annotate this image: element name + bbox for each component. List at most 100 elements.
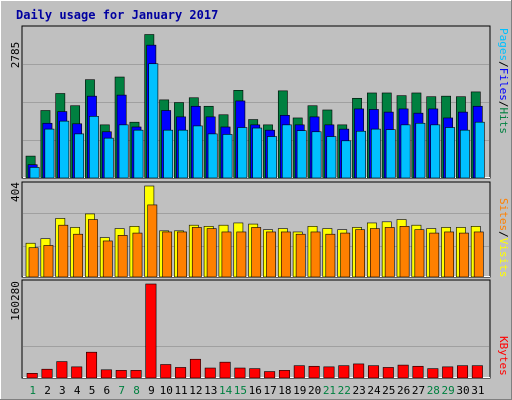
- legend-visits: Visits: [497, 238, 510, 278]
- bar-sites-30: [459, 232, 469, 278]
- bar-pages-28: [430, 124, 441, 179]
- x-label-day-9: 9: [148, 384, 155, 397]
- legend-pages: Pages: [497, 28, 510, 61]
- legend-sep-1: /: [497, 61, 510, 68]
- bar-sites-7: [117, 235, 128, 278]
- legend-files: Files: [497, 68, 510, 101]
- bar-kbytes-22: [338, 365, 350, 379]
- bar-pages-26: [400, 124, 411, 179]
- bar-pages-27: [415, 122, 426, 179]
- bar-pages-5: [89, 116, 99, 179]
- bar-sites-3: [58, 224, 69, 278]
- bar-sites-11: [177, 231, 187, 278]
- bar-kbytes-24: [367, 365, 379, 379]
- bar-kbytes-7: [115, 370, 127, 379]
- bar-pages-14: [222, 134, 233, 179]
- x-axis-labels: 1 2 3 4 5 6 7 8 9 10 11 12 13 14 15 16 17 18 19 20 21 22 23 24 2…: [29, 384, 484, 397]
- bar-kbytes-3: [56, 361, 68, 379]
- bar-kbytes-4: [71, 366, 83, 379]
- x-label-day-3: 3: [59, 384, 66, 397]
- bar-sites-13: [206, 228, 217, 278]
- x-label-day-4: 4: [74, 384, 81, 397]
- bar-pages-15: [237, 127, 248, 179]
- chart-bars: [25, 34, 485, 379]
- bar-pages-16: [252, 127, 263, 179]
- bar-kbytes-14: [219, 361, 231, 379]
- bar-sites-5: [88, 219, 98, 278]
- bar-sites-16: [251, 227, 262, 278]
- bar-pages-6: [103, 137, 114, 179]
- bar-kbytes-11: [175, 367, 187, 379]
- x-label-day-22: 22: [338, 384, 351, 397]
- bar-pages-4: [74, 133, 85, 179]
- bar-kbytes-20: [308, 365, 320, 379]
- bar-kbytes-8: [130, 370, 142, 379]
- bar-kbytes-12: [189, 358, 201, 379]
- bar-pages-3: [59, 120, 70, 179]
- panel1-ymax-label: 2785: [9, 42, 22, 69]
- x-label-day-12: 12: [189, 384, 202, 397]
- x-label-day-10: 10: [160, 384, 173, 397]
- bar-kbytes-16: [249, 368, 261, 379]
- bar-sites-25: [384, 227, 395, 278]
- bar-sites-2: [43, 245, 54, 278]
- bar-kbytes-5: [86, 351, 98, 379]
- bar-sites-28: [429, 232, 440, 278]
- x-label-day-24: 24: [367, 384, 381, 397]
- bar-pages-23: [356, 130, 366, 179]
- legend-sep-3: /: [497, 231, 510, 238]
- bar-sites-18: [280, 231, 291, 278]
- bar-kbytes-1: [26, 373, 38, 379]
- legend-sep-2: /: [497, 101, 510, 108]
- bar-kbytes-31: [471, 365, 483, 379]
- legend-kbytes: KBytes: [497, 336, 510, 376]
- x-label-day-18: 18: [278, 384, 291, 397]
- bar-pages-31: [474, 121, 485, 179]
- bar-pages-7: [118, 124, 129, 179]
- x-label-day-2: 2: [44, 384, 51, 397]
- bar-pages-10: [163, 129, 174, 179]
- bar-kbytes-13: [204, 367, 216, 379]
- bar-pages-18: [281, 124, 292, 179]
- bar-kbytes-17: [264, 371, 276, 379]
- bar-sites-4: [73, 233, 84, 278]
- x-label-day-25: 25: [382, 384, 395, 397]
- x-label-day-14: 14: [219, 384, 233, 397]
- bar-kbytes-27: [412, 365, 424, 379]
- bar-pages-20: [311, 131, 322, 179]
- bar-sites-31: [473, 231, 484, 278]
- bar-sites-24: [369, 228, 380, 278]
- x-label-day-29: 29: [442, 384, 455, 397]
- bar-pages-11: [178, 129, 188, 179]
- bar-sites-9: [147, 204, 158, 278]
- x-label-day-1: 1: [29, 384, 36, 397]
- x-label-day-26: 26: [397, 384, 410, 397]
- panel3-ymax-label: 160280: [9, 281, 22, 321]
- bar-sites-1: [28, 247, 39, 278]
- x-label-day-6: 6: [104, 384, 111, 397]
- bar-kbytes-10: [160, 364, 172, 379]
- bar-kbytes-30: [457, 365, 469, 379]
- bar-kbytes-28: [427, 368, 439, 379]
- bar-pages-17: [267, 136, 277, 179]
- panel2-ymax-label: 404: [9, 182, 22, 202]
- bar-pages-9: [148, 63, 159, 179]
- bar-sites-26: [399, 226, 410, 278]
- bar-sites-14: [221, 231, 232, 278]
- bar-pages-25: [385, 129, 396, 179]
- x-label-day-20: 20: [308, 384, 321, 397]
- legend-kbytes-label: KBytes: [497, 336, 510, 376]
- x-label-day-28: 28: [427, 384, 440, 397]
- bar-sites-21: [325, 233, 336, 278]
- bar-sites-12: [191, 227, 202, 278]
- bar-kbytes-23: [353, 363, 365, 379]
- bar-sites-29: [444, 231, 454, 278]
- bar-sites-22: [340, 232, 351, 278]
- bar-sites-15: [236, 231, 247, 278]
- bar-sites-17: [266, 231, 276, 278]
- bar-sites-27: [414, 229, 425, 278]
- bar-kbytes-25: [382, 367, 394, 379]
- bar-pages-13: [207, 133, 218, 179]
